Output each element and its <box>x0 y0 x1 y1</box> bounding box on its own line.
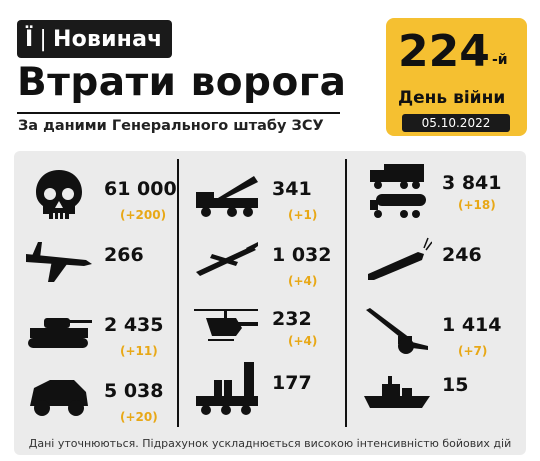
column-divider <box>345 159 347 427</box>
loss-cell: 3 841 (+18) <box>362 162 522 226</box>
loss-delta: (+4) <box>288 274 318 288</box>
war-day-box: 224 -й День війни 05.10.2022 <box>386 18 527 136</box>
armored-vehicle-icon <box>30 380 88 416</box>
loss-delta: (+4) <box>288 334 318 348</box>
losses-panel <box>14 151 526 455</box>
loss-value: 15 <box>442 374 469 396</box>
loss-cell: 266 <box>24 232 184 296</box>
loss-value: 1 414 <box>442 314 502 336</box>
cruise-missile-icon <box>368 237 432 280</box>
tank-icon <box>28 318 92 348</box>
drone-icon <box>196 242 258 276</box>
loss-value: 1 032 <box>272 244 332 266</box>
loss-cell: 177 <box>192 360 352 424</box>
loss-delta: (+20) <box>120 410 158 424</box>
warship-icon <box>364 376 430 408</box>
loss-cell: 61 000 (+200) <box>24 166 184 230</box>
loss-cell: 232 (+4) <box>192 298 352 362</box>
title-underline <box>17 112 340 114</box>
footer-note: Дані уточнюються. Підрахунок ускладнюєть… <box>28 437 512 450</box>
loss-value: 246 <box>442 244 482 266</box>
loss-delta: (+7) <box>458 344 488 358</box>
fighter-jet-icon <box>26 242 92 282</box>
fuel-truck-icon <box>370 164 426 218</box>
loss-delta: (+200) <box>120 208 167 222</box>
loss-value: 266 <box>104 244 144 266</box>
loss-cell: 1 414 (+7) <box>362 302 522 366</box>
war-day-number: 224 <box>398 26 490 77</box>
brand-separator: | <box>39 26 48 52</box>
loss-value: 5 038 <box>104 380 164 402</box>
artillery-icon <box>366 308 428 354</box>
loss-value: 341 <box>272 178 312 200</box>
loss-cell: 246 <box>362 232 522 296</box>
brand-letter: Ї <box>25 26 34 52</box>
brand-name: Новинач <box>53 26 163 52</box>
war-day-date: 05.10.2022 <box>402 114 510 132</box>
loss-value: 2 435 <box>104 314 164 336</box>
helicopter-icon <box>194 309 258 341</box>
rocket-launcher-icon <box>196 176 258 217</box>
loss-delta: (+1) <box>288 208 318 222</box>
loss-delta: (+11) <box>120 344 158 358</box>
air-defense-icon <box>196 362 258 415</box>
war-day-label: День війни <box>398 88 506 108</box>
loss-cell: 341 (+1) <box>192 166 352 230</box>
loss-value: 3 841 <box>442 172 502 194</box>
loss-cell: 5 038 (+20) <box>24 368 184 432</box>
loss-delta: (+18) <box>458 198 496 212</box>
loss-cell: 15 <box>362 362 522 426</box>
war-day-suffix: -й <box>492 52 508 68</box>
loss-cell: 1 032 (+4) <box>192 232 352 296</box>
loss-cell: 2 435 (+11) <box>24 302 184 366</box>
loss-value: 232 <box>272 308 312 330</box>
loss-value: 61 000 <box>104 178 177 200</box>
page-subtitle: За даними Генерального штабу ЗСУ <box>18 118 324 134</box>
brand-badge: Ї | Новинач <box>17 20 173 58</box>
loss-value: 177 <box>272 372 312 394</box>
column-divider <box>177 159 179 427</box>
skull-icon <box>36 170 82 219</box>
page-title: Втрати ворога <box>17 60 347 105</box>
